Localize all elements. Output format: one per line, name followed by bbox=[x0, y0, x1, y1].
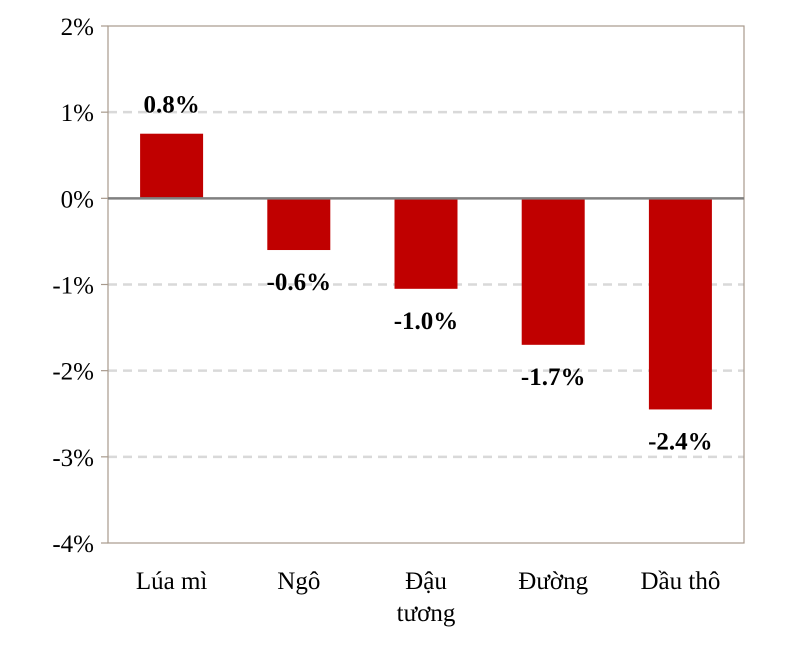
y-tick-label: -4% bbox=[52, 531, 94, 558]
bar bbox=[394, 198, 458, 289]
x-category-label-line: tương bbox=[397, 600, 456, 627]
y-tick-label: -1% bbox=[52, 273, 94, 300]
x-category-label: Đậu tương bbox=[397, 568, 456, 627]
y-tick-label: 2% bbox=[61, 14, 94, 41]
data-label: -0.6% bbox=[267, 269, 332, 296]
x-category-label-line: Đậu bbox=[405, 568, 447, 595]
bar bbox=[648, 198, 712, 410]
x-category-label: Lúa mì bbox=[136, 568, 208, 595]
x-category-label-line: Ngô bbox=[277, 568, 320, 595]
x-category-label: Dầu thô bbox=[640, 568, 720, 595]
labels: 2% 1% 0% -1% -2% -3% -4% Lúa mì Ngô Đậu tương Đường… bbox=[52, 14, 720, 627]
data-label: -2.4% bbox=[648, 428, 713, 455]
data-label: 0.8% bbox=[143, 92, 199, 119]
bar bbox=[267, 198, 331, 251]
bar bbox=[521, 198, 585, 345]
bar bbox=[140, 133, 204, 199]
y-tick-label: -3% bbox=[52, 445, 94, 472]
x-category-label: Đường bbox=[518, 568, 588, 595]
axes bbox=[101, 25, 745, 544]
grid-lines bbox=[108, 110, 744, 459]
data-label: -1.0% bbox=[394, 308, 459, 335]
bars bbox=[140, 133, 712, 410]
x-category-label-line: Lúa mì bbox=[136, 568, 208, 595]
y-tick-label: -2% bbox=[52, 359, 94, 386]
data-label: -1.7% bbox=[521, 364, 586, 391]
x-category-label-line: Dầu thô bbox=[640, 568, 720, 595]
x-category-label-line: Đường bbox=[518, 568, 588, 595]
x-category-label: Ngô bbox=[277, 568, 320, 595]
y-tick-label: 1% bbox=[61, 100, 94, 127]
y-tick-label: 0% bbox=[61, 186, 94, 213]
